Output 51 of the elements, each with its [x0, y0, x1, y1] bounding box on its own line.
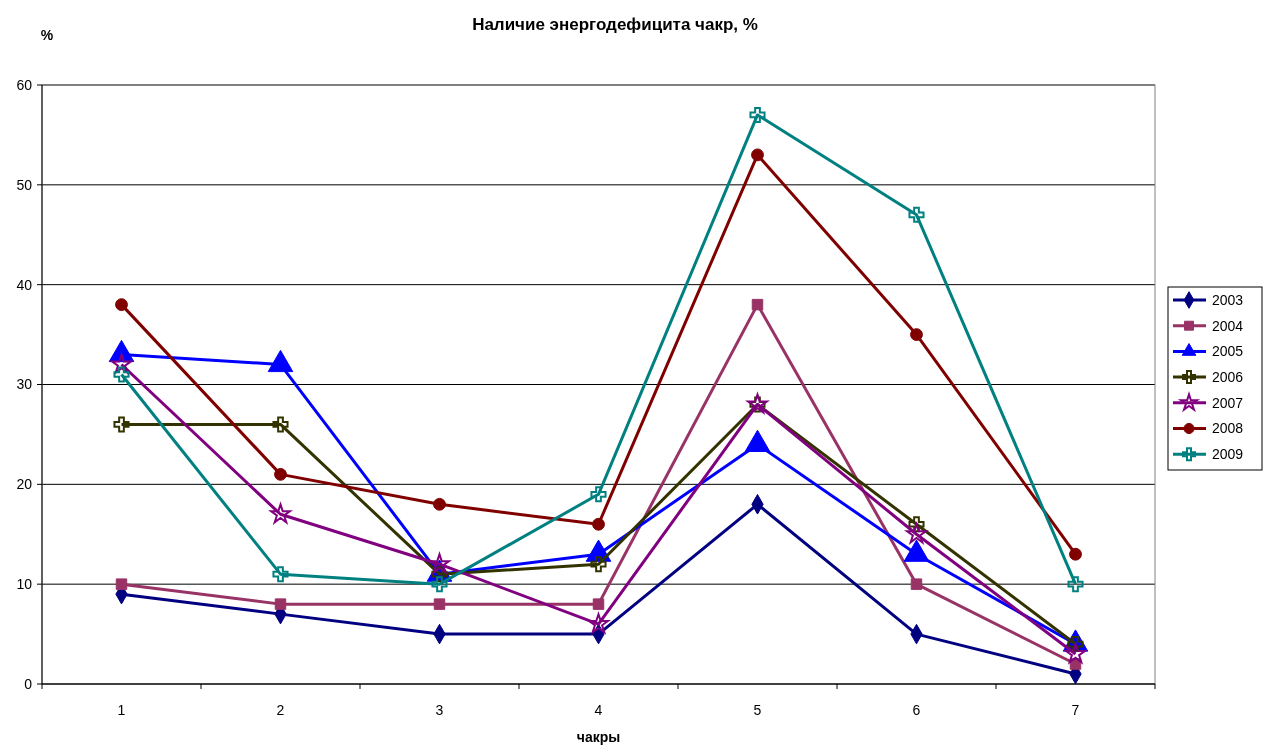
legend-label: 2003 [1212, 291, 1244, 308]
legend-label: 2009 [1212, 446, 1244, 463]
point [274, 467, 287, 481]
point [115, 578, 128, 590]
legend-label: 2008 [1212, 420, 1244, 437]
point [908, 206, 925, 223]
y-tick-label: 10 [16, 576, 33, 593]
point [751, 148, 764, 162]
point [910, 328, 923, 341]
y-tick-label: 40 [16, 276, 33, 293]
y-tick-label: 60 [16, 76, 33, 93]
point [431, 576, 448, 593]
x-tick-label: 5 [753, 702, 762, 718]
point [1067, 576, 1084, 593]
point [592, 517, 605, 531]
point [272, 566, 289, 583]
x-tick-label: 3 [435, 702, 444, 718]
point [433, 497, 446, 511]
point [592, 598, 605, 610]
y-tick-label: 50 [16, 176, 33, 193]
y-tick-label: 20 [16, 476, 33, 493]
point [272, 416, 289, 433]
legend-label: 2006 [1212, 369, 1244, 385]
y-tick-label: 30 [16, 376, 33, 393]
chart-title: Наличие энергодефицита чакр, % [472, 15, 758, 34]
x-axis-title: чакры [576, 729, 621, 745]
x-tick-label: 1 [117, 702, 126, 718]
x-tick-label: 4 [594, 702, 603, 718]
x-tick-label: 6 [912, 702, 921, 718]
point [590, 556, 607, 573]
point [590, 486, 607, 503]
point [274, 598, 287, 610]
y-axis-title: % [40, 27, 54, 43]
legend-label: 2005 [1212, 343, 1244, 360]
point [115, 298, 128, 312]
y-tick-label: 0 [24, 675, 33, 692]
point [433, 598, 446, 610]
point [113, 366, 130, 383]
point [906, 523, 927, 544]
point [751, 298, 764, 311]
point [749, 106, 766, 123]
point [588, 613, 609, 634]
point [1065, 643, 1086, 664]
point [1069, 547, 1082, 561]
point [270, 503, 291, 524]
point [910, 578, 923, 590]
x-tick-label: 7 [1071, 702, 1080, 718]
point [113, 416, 130, 433]
x-tick-label: 2 [276, 702, 285, 718]
legend-label: 2004 [1212, 317, 1244, 334]
legend-label: 2007 [1212, 394, 1244, 411]
